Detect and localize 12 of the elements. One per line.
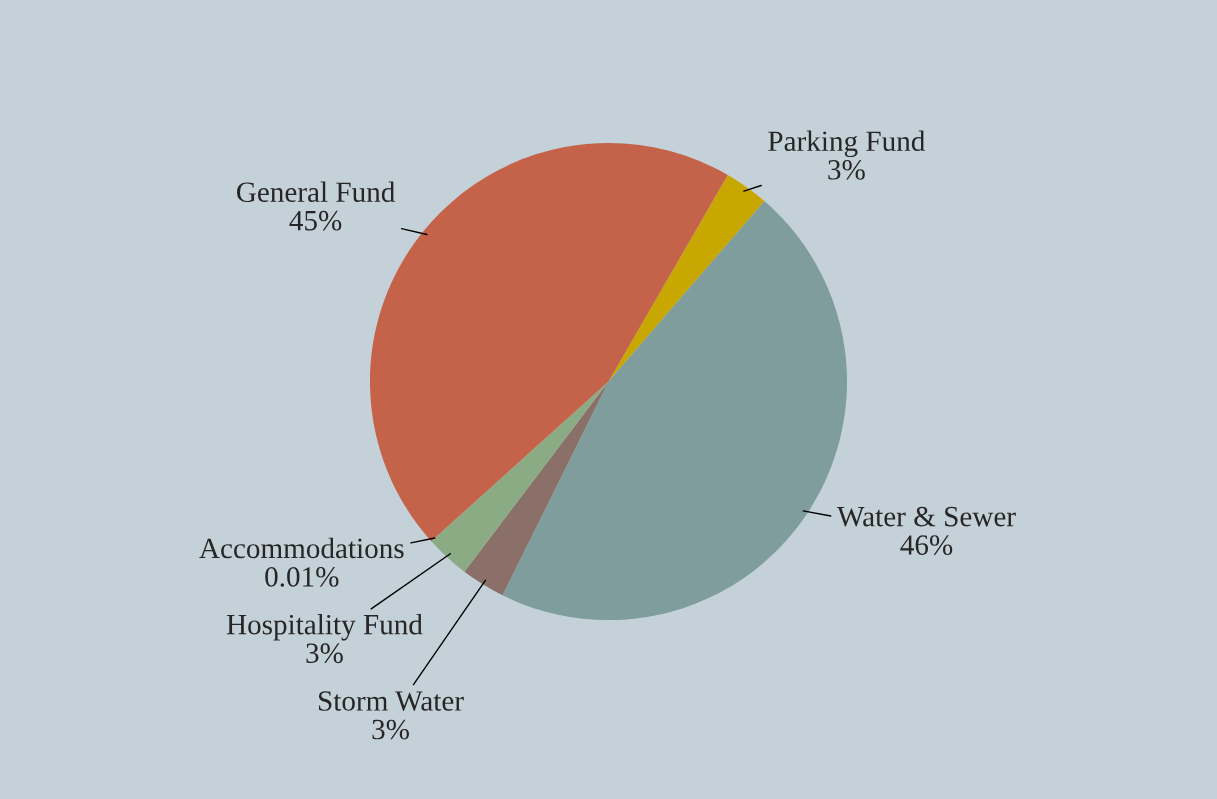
slice-label: Hospitality Fund [226, 613, 423, 641]
slice-label: Water & Sewer [837, 506, 1016, 527]
slice-label: Parking Fund [768, 130, 926, 158]
data-label: 3% [306, 643, 343, 664]
data-label: 46% [900, 535, 953, 555]
slice-label: Accommodations [199, 537, 404, 559]
slice-label: General Fund [237, 181, 396, 203]
data-label: 3% [372, 719, 409, 740]
data-label: 45% [289, 210, 342, 231]
data-label: 3% [828, 159, 865, 180]
slice-label: Storm Water [319, 691, 464, 712]
data-label: 0.01% [265, 567, 339, 587]
